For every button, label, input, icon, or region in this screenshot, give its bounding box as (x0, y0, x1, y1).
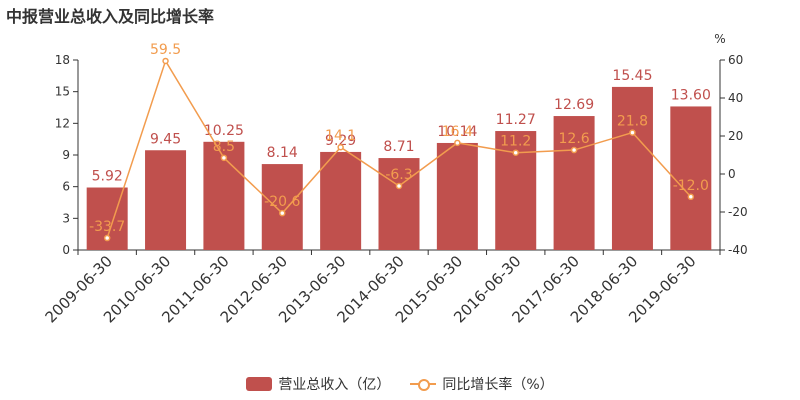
revenue-bar (611, 86, 653, 251)
y-tick-label-right: 40 (728, 91, 743, 105)
y-axis-right-label: % (714, 32, 725, 46)
y-tick-label-right: 60 (728, 53, 743, 67)
legend: 营业总收入（亿） 同比增长率（%） (0, 374, 800, 394)
legend-label-revenue: 营业总收入（亿） (278, 377, 391, 393)
y-tick-label-left: 18 (55, 53, 70, 67)
revenue-bar (436, 142, 478, 250)
growth-point-label: 11.2 (500, 134, 531, 150)
growth-point-label: -12.0 (673, 178, 709, 194)
legend-item-growth[interactable]: 同比增长率（%） (410, 374, 554, 394)
revenue-bar (145, 150, 187, 250)
revenue-bar (261, 164, 303, 250)
growth-point (629, 129, 636, 136)
growth-point-label: 16.4 (442, 124, 473, 140)
legend-label-growth: 同比增长率（%） (442, 377, 554, 393)
y-tick-label-right: 20 (728, 129, 743, 143)
growth-point (570, 146, 578, 154)
revenue-bar-label: 10.14 (437, 124, 477, 140)
revenue-bar-label: 10.25 (204, 123, 244, 139)
growth-point-label: -33.7 (89, 219, 125, 235)
growth-point (103, 234, 111, 242)
growth-point-label: 8.5 (213, 139, 235, 155)
revenue-bar-label: 9.45 (150, 131, 181, 147)
revenue-bar-label: 15.45 (612, 68, 652, 84)
legend-swatch-revenue (246, 377, 273, 391)
y-tick-label-right: -20 (728, 205, 748, 219)
y-tick-label-left: 9 (62, 148, 70, 162)
y-tick-label-left: 6 (62, 180, 70, 194)
legend-item-revenue[interactable]: 营业总收入（亿） (246, 374, 390, 394)
revenue-bar-label: 13.60 (671, 87, 711, 103)
y-tick-label-left: 15 (55, 85, 70, 99)
revenue-bar-label: 8.71 (383, 139, 414, 155)
revenue-bar-label: 8.14 (267, 145, 298, 161)
growth-point (279, 209, 286, 217)
revenue-bar (320, 151, 362, 250)
revenue-bar (670, 106, 712, 250)
revenue-bar (378, 158, 420, 250)
growth-point-label: -20.6 (264, 194, 300, 210)
y-tick-label-left: 12 (55, 116, 70, 130)
y-tick-label-right: -40 (728, 243, 748, 257)
growth-point-label: -6.3 (385, 167, 412, 183)
growth-point-label: 21.8 (617, 114, 648, 130)
growth-point (220, 154, 228, 162)
growth-point (162, 57, 169, 65)
revenue-bar (553, 116, 595, 250)
y-tick-label-right: 0 (728, 167, 736, 181)
revenue-bar-label: 12.69 (554, 97, 594, 113)
growth-point (395, 182, 403, 190)
revenue-bar-label: 9.29 (325, 133, 356, 149)
growth-point (454, 139, 461, 147)
y-tick-label-left: 3 (62, 211, 70, 225)
y-tick-label-left: 0 (62, 243, 70, 257)
growth-point (337, 143, 344, 151)
growth-point (687, 193, 695, 201)
legend-swatch-growth (410, 377, 437, 391)
growth-point-label: 59.5 (150, 42, 181, 58)
revenue-bar-label: 11.27 (496, 112, 536, 128)
revenue-bar-label: 5.92 (92, 169, 123, 185)
growth-point (512, 149, 519, 156)
chart-title: 中报营业总收入及同比增长率 (6, 7, 215, 26)
growth-point-label: 12.6 (559, 131, 590, 147)
growth-point-label: 14.1 (325, 128, 356, 144)
